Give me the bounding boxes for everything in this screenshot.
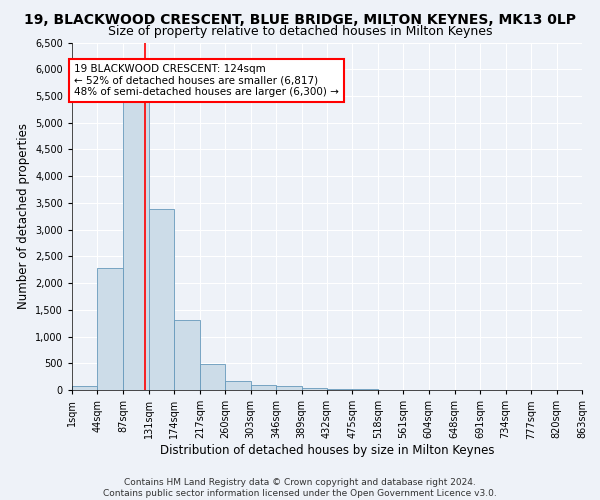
X-axis label: Distribution of detached houses by size in Milton Keynes: Distribution of detached houses by size … xyxy=(160,444,494,457)
Bar xyxy=(200,364,225,390)
Bar xyxy=(72,386,97,390)
Text: Contains HM Land Registry data © Crown copyright and database right 2024.
Contai: Contains HM Land Registry data © Crown c… xyxy=(103,478,497,498)
Bar xyxy=(175,320,200,390)
Bar xyxy=(149,210,175,390)
Bar xyxy=(251,385,276,390)
Bar xyxy=(302,388,327,390)
Bar xyxy=(97,268,123,390)
Bar xyxy=(276,386,302,390)
Text: 19 BLACKWOOD CRESCENT: 124sqm
← 52% of detached houses are smaller (6,817)
48% o: 19 BLACKWOOD CRESCENT: 124sqm ← 52% of d… xyxy=(74,64,339,97)
Bar xyxy=(327,389,352,390)
Text: 19, BLACKWOOD CRESCENT, BLUE BRIDGE, MILTON KEYNES, MK13 0LP: 19, BLACKWOOD CRESCENT, BLUE BRIDGE, MIL… xyxy=(24,12,576,26)
Bar xyxy=(123,100,149,390)
Bar xyxy=(225,381,251,390)
Y-axis label: Number of detached properties: Number of detached properties xyxy=(17,123,29,309)
Text: Size of property relative to detached houses in Milton Keynes: Size of property relative to detached ho… xyxy=(108,25,492,38)
